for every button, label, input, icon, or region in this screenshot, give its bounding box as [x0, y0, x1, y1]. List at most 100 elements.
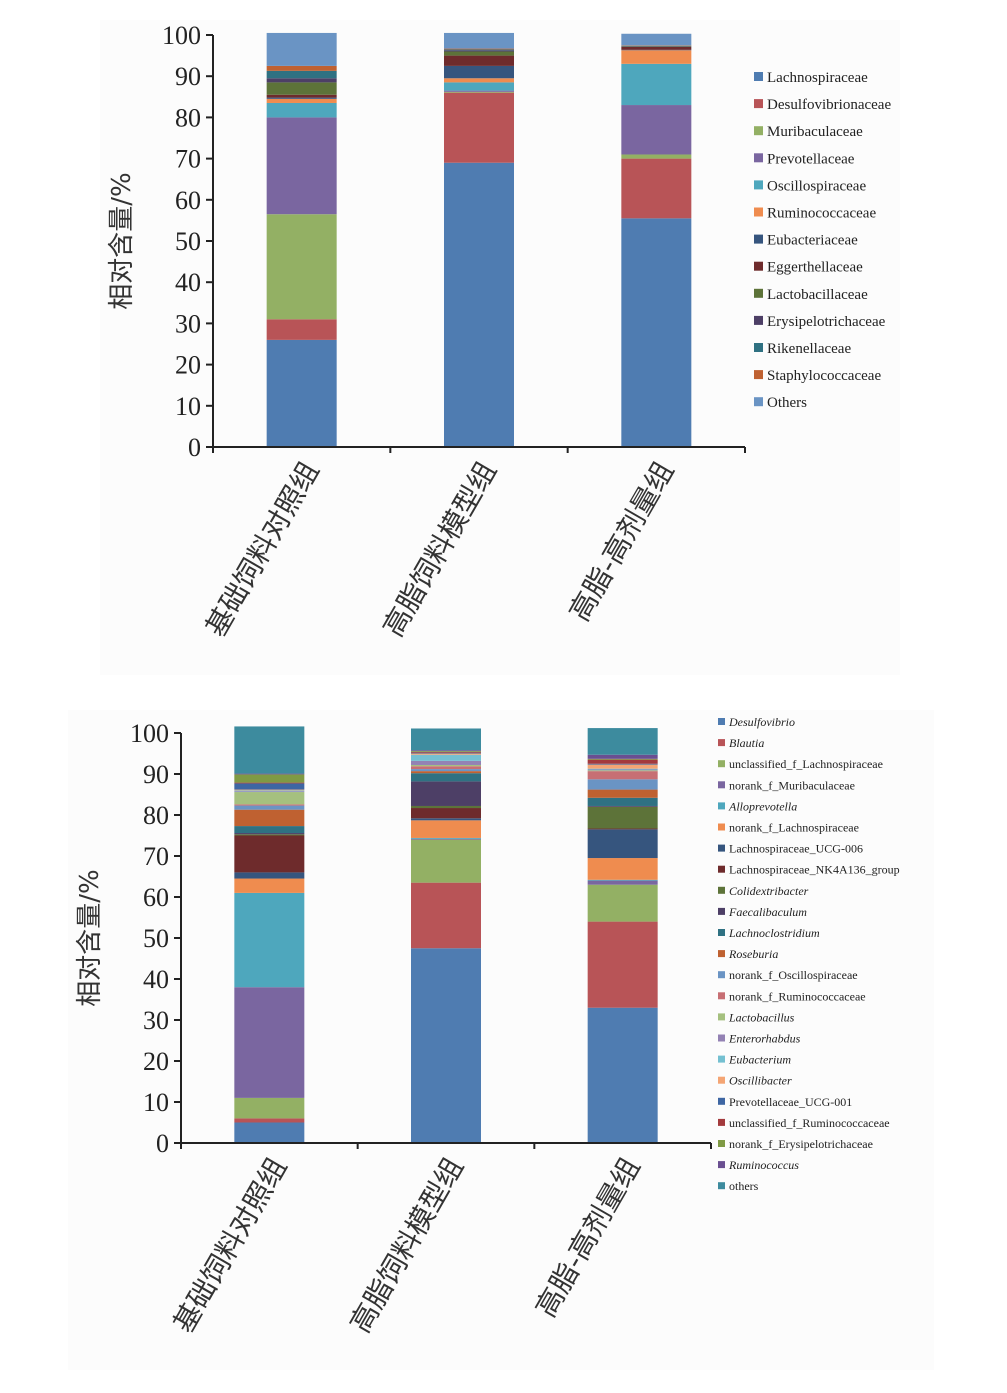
- bar-segment: [234, 826, 305, 834]
- bar-segment: [411, 773, 481, 782]
- legend-label: Others: [767, 395, 807, 411]
- bar-segment: [411, 751, 481, 753]
- bar-segment: [234, 835, 305, 873]
- legend-item: Enterorhabdus: [718, 1032, 801, 1046]
- legend-swatch: [718, 865, 725, 873]
- bar-segment: [234, 833, 305, 835]
- legend-label: Prevotellaceae: [767, 151, 855, 167]
- legend-label: Desulfovibrionaceae: [767, 97, 891, 113]
- bar-segment: [234, 783, 305, 790]
- bar-segment: [411, 771, 481, 774]
- bar-stack: [266, 32, 337, 447]
- bar-segment: [587, 779, 658, 790]
- bar-segment: [587, 879, 658, 881]
- bar-segment: [444, 162, 514, 447]
- bar-segment: [587, 728, 658, 755]
- legend-label: Blautia: [729, 736, 764, 750]
- bar-segment: [587, 770, 658, 772]
- legend-label: Rikenellaceae: [767, 341, 851, 357]
- y-tick-label: 50: [143, 924, 169, 953]
- y-tick-label: 0: [188, 433, 201, 462]
- legend-swatch: [718, 802, 725, 810]
- bar-segment: [234, 782, 305, 784]
- bar-segment: [234, 809, 305, 827]
- legend-swatch: [718, 1013, 725, 1021]
- legend-label: Lachnospiraceae_UCG-006: [729, 842, 863, 856]
- legend-swatch: [718, 992, 725, 1000]
- bar-segment: [411, 882, 481, 949]
- legend-label: others: [729, 1179, 759, 1193]
- legend-label: Oscillospiraceae: [767, 178, 866, 194]
- legend-label: Enterorhabdus: [728, 1032, 801, 1046]
- bar-segment: [444, 50, 514, 52]
- bar-segment: [444, 48, 514, 50]
- legend-item: Muribaculaceae: [754, 124, 863, 140]
- legend-item: Eubacteriaceae: [754, 233, 858, 249]
- legend-label: unclassified_f_Lachnospiraceae: [729, 757, 883, 771]
- legend-swatch: [718, 1161, 725, 1169]
- x-category-label: 高脂饲料模型组: [376, 456, 503, 642]
- legend-item: Ruminococcaceae: [754, 206, 876, 222]
- bar-segment: [587, 829, 658, 859]
- bar-segment: [587, 769, 658, 771]
- bar-segment: [234, 1122, 305, 1143]
- bar-segment: [444, 49, 514, 51]
- y-tick-label: 40: [143, 965, 169, 994]
- bar-segment: [587, 880, 658, 885]
- bar-segment: [621, 46, 692, 50]
- legend-item: Lachnospiraceae: [754, 70, 868, 86]
- legend-item: Roseburia: [718, 947, 778, 961]
- bar-segment: [266, 70, 337, 79]
- bar-segment: [411, 805, 481, 809]
- legend-swatch: [718, 823, 725, 831]
- bar-segment: [234, 872, 305, 879]
- legend-item: unclassified_f_Lachnospiraceae: [718, 757, 883, 771]
- bar-segment: [411, 769, 481, 772]
- bar-segment: [587, 884, 658, 922]
- bar-segment: [266, 94, 337, 98]
- bar-segment: [411, 766, 481, 770]
- legend-swatch: [718, 971, 725, 979]
- legend-swatch: [718, 1097, 725, 1105]
- y-tick-label: 100: [162, 21, 201, 50]
- bar-segment: [411, 764, 481, 767]
- legend-label: norank_f_Erysipelotrichaceae: [729, 1137, 873, 1151]
- bar-segment: [234, 789, 305, 791]
- bar-stack: [411, 728, 481, 1143]
- legend-swatch: [718, 739, 725, 747]
- stacked-bar-chart-genus: 0 10 20 30 40 50 60 70 80 90 100 相对含量/% 基础饲料对照组 高脂饲料模…: [75, 715, 900, 1338]
- bar-segment: [587, 763, 658, 765]
- y-tick-label: 10: [175, 392, 201, 421]
- legend-item: norank_f_Erysipelotrichaceae: [718, 1137, 873, 1151]
- legend-label: Eubacterium: [728, 1053, 791, 1067]
- legend-item: Eggerthellaceae: [754, 260, 863, 276]
- legend-label: Ruminococcus: [728, 1158, 799, 1172]
- bar-segment: [234, 1118, 305, 1123]
- bar-segment: [411, 838, 481, 840]
- bar-segment: [444, 92, 514, 163]
- legend-item: Ruminococcus: [718, 1158, 799, 1172]
- legend-swatch: [718, 929, 725, 936]
- bar-segment: [621, 63, 692, 106]
- bar-segment: [266, 97, 337, 99]
- y-axis-title: 相对含量/%: [75, 869, 105, 1006]
- bar-segment: [234, 791, 305, 793]
- y-tick-label: 80: [175, 103, 201, 132]
- legend-label: Erysipelotrichaceae: [767, 314, 886, 330]
- legend-item: Desulfovibrionaceae: [754, 97, 891, 113]
- legend-swatch: [754, 261, 763, 271]
- legend-label: Lachnospiraceae_NK4A136_group: [729, 863, 900, 877]
- legend-label: norank_f_Ruminococcaceae: [729, 989, 866, 1003]
- bar-segment: [587, 921, 658, 1008]
- legend-swatch: [754, 99, 763, 109]
- bar-segment: [266, 214, 337, 320]
- legend-item: Faecalibaculum: [718, 905, 807, 919]
- legend-swatch: [718, 718, 725, 725]
- legend-swatch: [718, 1182, 725, 1190]
- bar-segment: [234, 790, 305, 792]
- legend-item: Lactobacillaceae: [754, 287, 868, 303]
- legend-label: Oscillibacter: [729, 1074, 792, 1088]
- bar-segment: [444, 90, 514, 92]
- legend-swatch: [718, 844, 725, 852]
- bar-segment: [444, 55, 514, 66]
